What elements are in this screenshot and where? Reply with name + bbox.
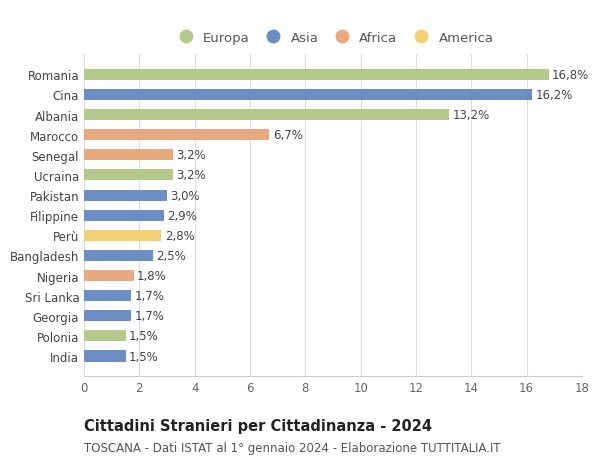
Bar bbox=[84, 210, 164, 221]
Text: 1,8%: 1,8% bbox=[137, 269, 167, 282]
Bar bbox=[84, 250, 153, 262]
Text: 1,5%: 1,5% bbox=[129, 350, 158, 363]
Text: 2,8%: 2,8% bbox=[165, 230, 194, 242]
Text: Cittadini Stranieri per Cittadinanza - 2024: Cittadini Stranieri per Cittadinanza - 2… bbox=[84, 418, 432, 433]
Bar bbox=[84, 170, 173, 181]
Text: 16,8%: 16,8% bbox=[552, 69, 589, 82]
Bar bbox=[84, 330, 125, 341]
Text: 1,7%: 1,7% bbox=[134, 310, 164, 323]
Text: 3,2%: 3,2% bbox=[176, 149, 206, 162]
Text: 6,7%: 6,7% bbox=[272, 129, 302, 142]
Legend: Europa, Asia, Africa, America: Europa, Asia, Africa, America bbox=[167, 26, 499, 50]
Text: 16,2%: 16,2% bbox=[536, 89, 573, 102]
Bar bbox=[84, 130, 269, 141]
Text: 2,5%: 2,5% bbox=[157, 249, 186, 263]
Text: TOSCANA - Dati ISTAT al 1° gennaio 2024 - Elaborazione TUTTITALIA.IT: TOSCANA - Dati ISTAT al 1° gennaio 2024 … bbox=[84, 441, 500, 453]
Bar bbox=[84, 150, 173, 161]
Text: 1,7%: 1,7% bbox=[134, 290, 164, 302]
Bar bbox=[84, 230, 161, 241]
Bar bbox=[84, 90, 532, 101]
Text: 2,9%: 2,9% bbox=[167, 209, 197, 222]
Bar bbox=[84, 190, 167, 201]
Text: 3,0%: 3,0% bbox=[170, 189, 200, 202]
Bar bbox=[84, 311, 131, 322]
Bar bbox=[84, 351, 125, 362]
Text: 13,2%: 13,2% bbox=[452, 109, 490, 122]
Bar bbox=[84, 291, 131, 302]
Text: 1,5%: 1,5% bbox=[129, 330, 158, 343]
Bar bbox=[84, 270, 134, 281]
Bar bbox=[84, 70, 549, 81]
Bar bbox=[84, 110, 449, 121]
Text: 3,2%: 3,2% bbox=[176, 169, 206, 182]
